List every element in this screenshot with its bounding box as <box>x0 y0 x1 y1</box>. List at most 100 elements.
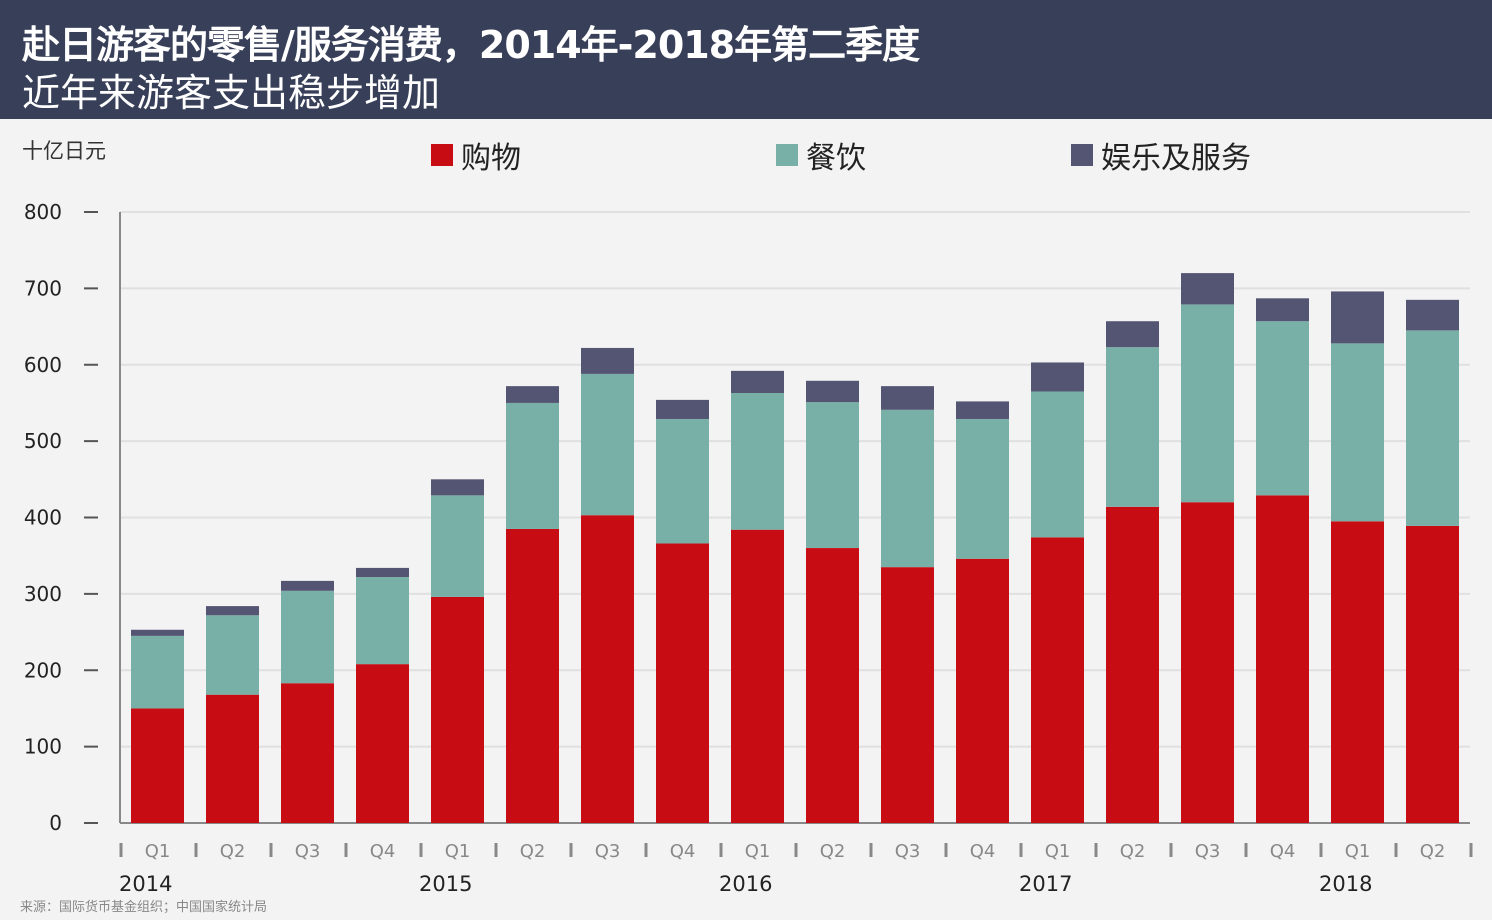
bar-dining <box>806 402 859 549</box>
bar-dining <box>131 635 184 709</box>
bar-shopping <box>1181 502 1234 823</box>
bar-shopping <box>1031 537 1084 823</box>
bar-shopping <box>731 529 784 823</box>
y-tick-label: 0 <box>49 811 62 835</box>
x-year-label: 2018 <box>1319 872 1372 896</box>
y-tick-label: 300 <box>24 582 62 606</box>
legend-label-dining: 餐饮 <box>806 141 866 176</box>
bar-entertainment <box>656 399 709 419</box>
x-tick-label: Q1 <box>1045 841 1071 862</box>
bar-entertainment <box>1331 291 1384 344</box>
bar-entertainment <box>581 347 634 374</box>
legend-item-entertainment: 娱乐及服务 <box>1071 133 1251 177</box>
bar-shopping <box>431 596 484 823</box>
x-tick-label: Q3 <box>295 841 321 862</box>
bar-shopping <box>281 683 334 823</box>
x-tick-label: Q2 <box>1120 841 1146 862</box>
legend-swatch-entertainment <box>1071 144 1093 166</box>
y-tick-label: 200 <box>24 658 62 682</box>
legend-label-shopping: 购物 <box>461 141 521 176</box>
y-tick-label: 500 <box>24 429 62 453</box>
legend-item-dining: 餐饮 <box>776 133 866 177</box>
bar-dining <box>506 402 559 529</box>
legend-label-entertainment: 娱乐及服务 <box>1101 141 1251 176</box>
bar-dining <box>1256 321 1309 496</box>
source-note: 来源：国际货币基金组织；中国国家统计局 <box>20 900 268 915</box>
x-tick-label: Q2 <box>220 841 246 862</box>
y-tick-label: 100 <box>24 735 62 759</box>
legend-swatch-shopping <box>431 144 453 166</box>
bar-dining <box>356 577 409 665</box>
bar-dining <box>881 409 934 568</box>
bar-entertainment <box>1256 298 1309 322</box>
legend-item-shopping: 购物 <box>431 133 521 177</box>
bar-shopping <box>131 708 184 823</box>
bar-entertainment <box>731 370 784 394</box>
bar-dining <box>206 615 259 695</box>
bar-shopping <box>506 528 559 823</box>
x-tick-label: Q2 <box>820 841 846 862</box>
bar-entertainment <box>1031 362 1084 392</box>
x-year-label: 2016 <box>719 872 772 896</box>
bar-shopping <box>956 558 1009 823</box>
x-tick-label: Q3 <box>595 841 621 862</box>
bar-entertainment <box>1181 273 1234 305</box>
bar-shopping <box>881 567 934 823</box>
x-tick-label: Q3 <box>895 841 921 862</box>
bar-entertainment <box>881 386 934 410</box>
bar-shopping <box>1256 495 1309 823</box>
bar-dining <box>1106 347 1159 507</box>
bar-shopping <box>806 548 859 823</box>
x-tick-label: Q1 <box>445 841 471 862</box>
x-tick-label: Q1 <box>745 841 771 862</box>
x-tick-label: Q3 <box>1195 841 1221 862</box>
x-tick-label: Q4 <box>970 841 996 862</box>
x-year-label: 2015 <box>419 872 472 896</box>
legend-swatch-dining <box>776 144 798 166</box>
bar-entertainment <box>356 567 409 578</box>
bar-shopping <box>1331 521 1384 823</box>
x-tick-label: Q2 <box>1420 841 1446 862</box>
bar-dining <box>281 590 334 684</box>
bar-entertainment <box>131 629 184 636</box>
x-year-label: 2014 <box>119 872 172 896</box>
chart-title: 赴日游客的零售/服务消费，2014年-2018年第二季度 <box>22 23 920 67</box>
bar-dining <box>656 418 709 544</box>
bar-shopping <box>656 543 709 823</box>
y-tick-label: 600 <box>24 353 62 377</box>
bar-entertainment <box>281 580 334 591</box>
x-tick-label: Q1 <box>1345 841 1371 862</box>
bar-dining <box>1181 304 1234 503</box>
x-tick-label: Q4 <box>370 841 396 862</box>
x-tick-label: Q1 <box>145 841 171 862</box>
y-tick-label: 400 <box>24 506 62 530</box>
bar-shopping <box>356 664 409 823</box>
bar-entertainment <box>806 380 859 403</box>
bar-entertainment <box>431 479 484 496</box>
x-tick-label: Q2 <box>520 841 546 862</box>
bar-dining <box>731 393 784 530</box>
y-tick-label: 800 <box>24 200 62 224</box>
header-banner: 赴日游客的零售/服务消费，2014年-2018年第二季度 近年来游客支出稳步增加 <box>0 0 1492 119</box>
bar-shopping <box>1106 506 1159 823</box>
bar-shopping <box>581 515 634 823</box>
y-tick-label: 700 <box>24 276 62 300</box>
bar-dining <box>1331 343 1384 522</box>
bar-shopping <box>1406 525 1459 823</box>
bar-dining <box>431 495 484 597</box>
bar-entertainment <box>206 606 259 616</box>
bar-entertainment <box>1106 321 1159 348</box>
bar-entertainment <box>506 386 559 403</box>
bar-shopping <box>206 694 259 823</box>
bar-dining <box>1031 391 1084 538</box>
bar-entertainment <box>956 401 1009 419</box>
x-tick-label: Q4 <box>670 841 696 862</box>
bar-dining <box>581 373 634 516</box>
bar-dining <box>1406 330 1459 526</box>
x-tick-label: Q4 <box>1270 841 1296 862</box>
x-year-label: 2017 <box>1019 872 1072 896</box>
bar-entertainment <box>1406 299 1459 331</box>
chart-subtitle: 近年来游客支出稳步增加 <box>22 71 441 115</box>
bar-dining <box>956 418 1009 559</box>
